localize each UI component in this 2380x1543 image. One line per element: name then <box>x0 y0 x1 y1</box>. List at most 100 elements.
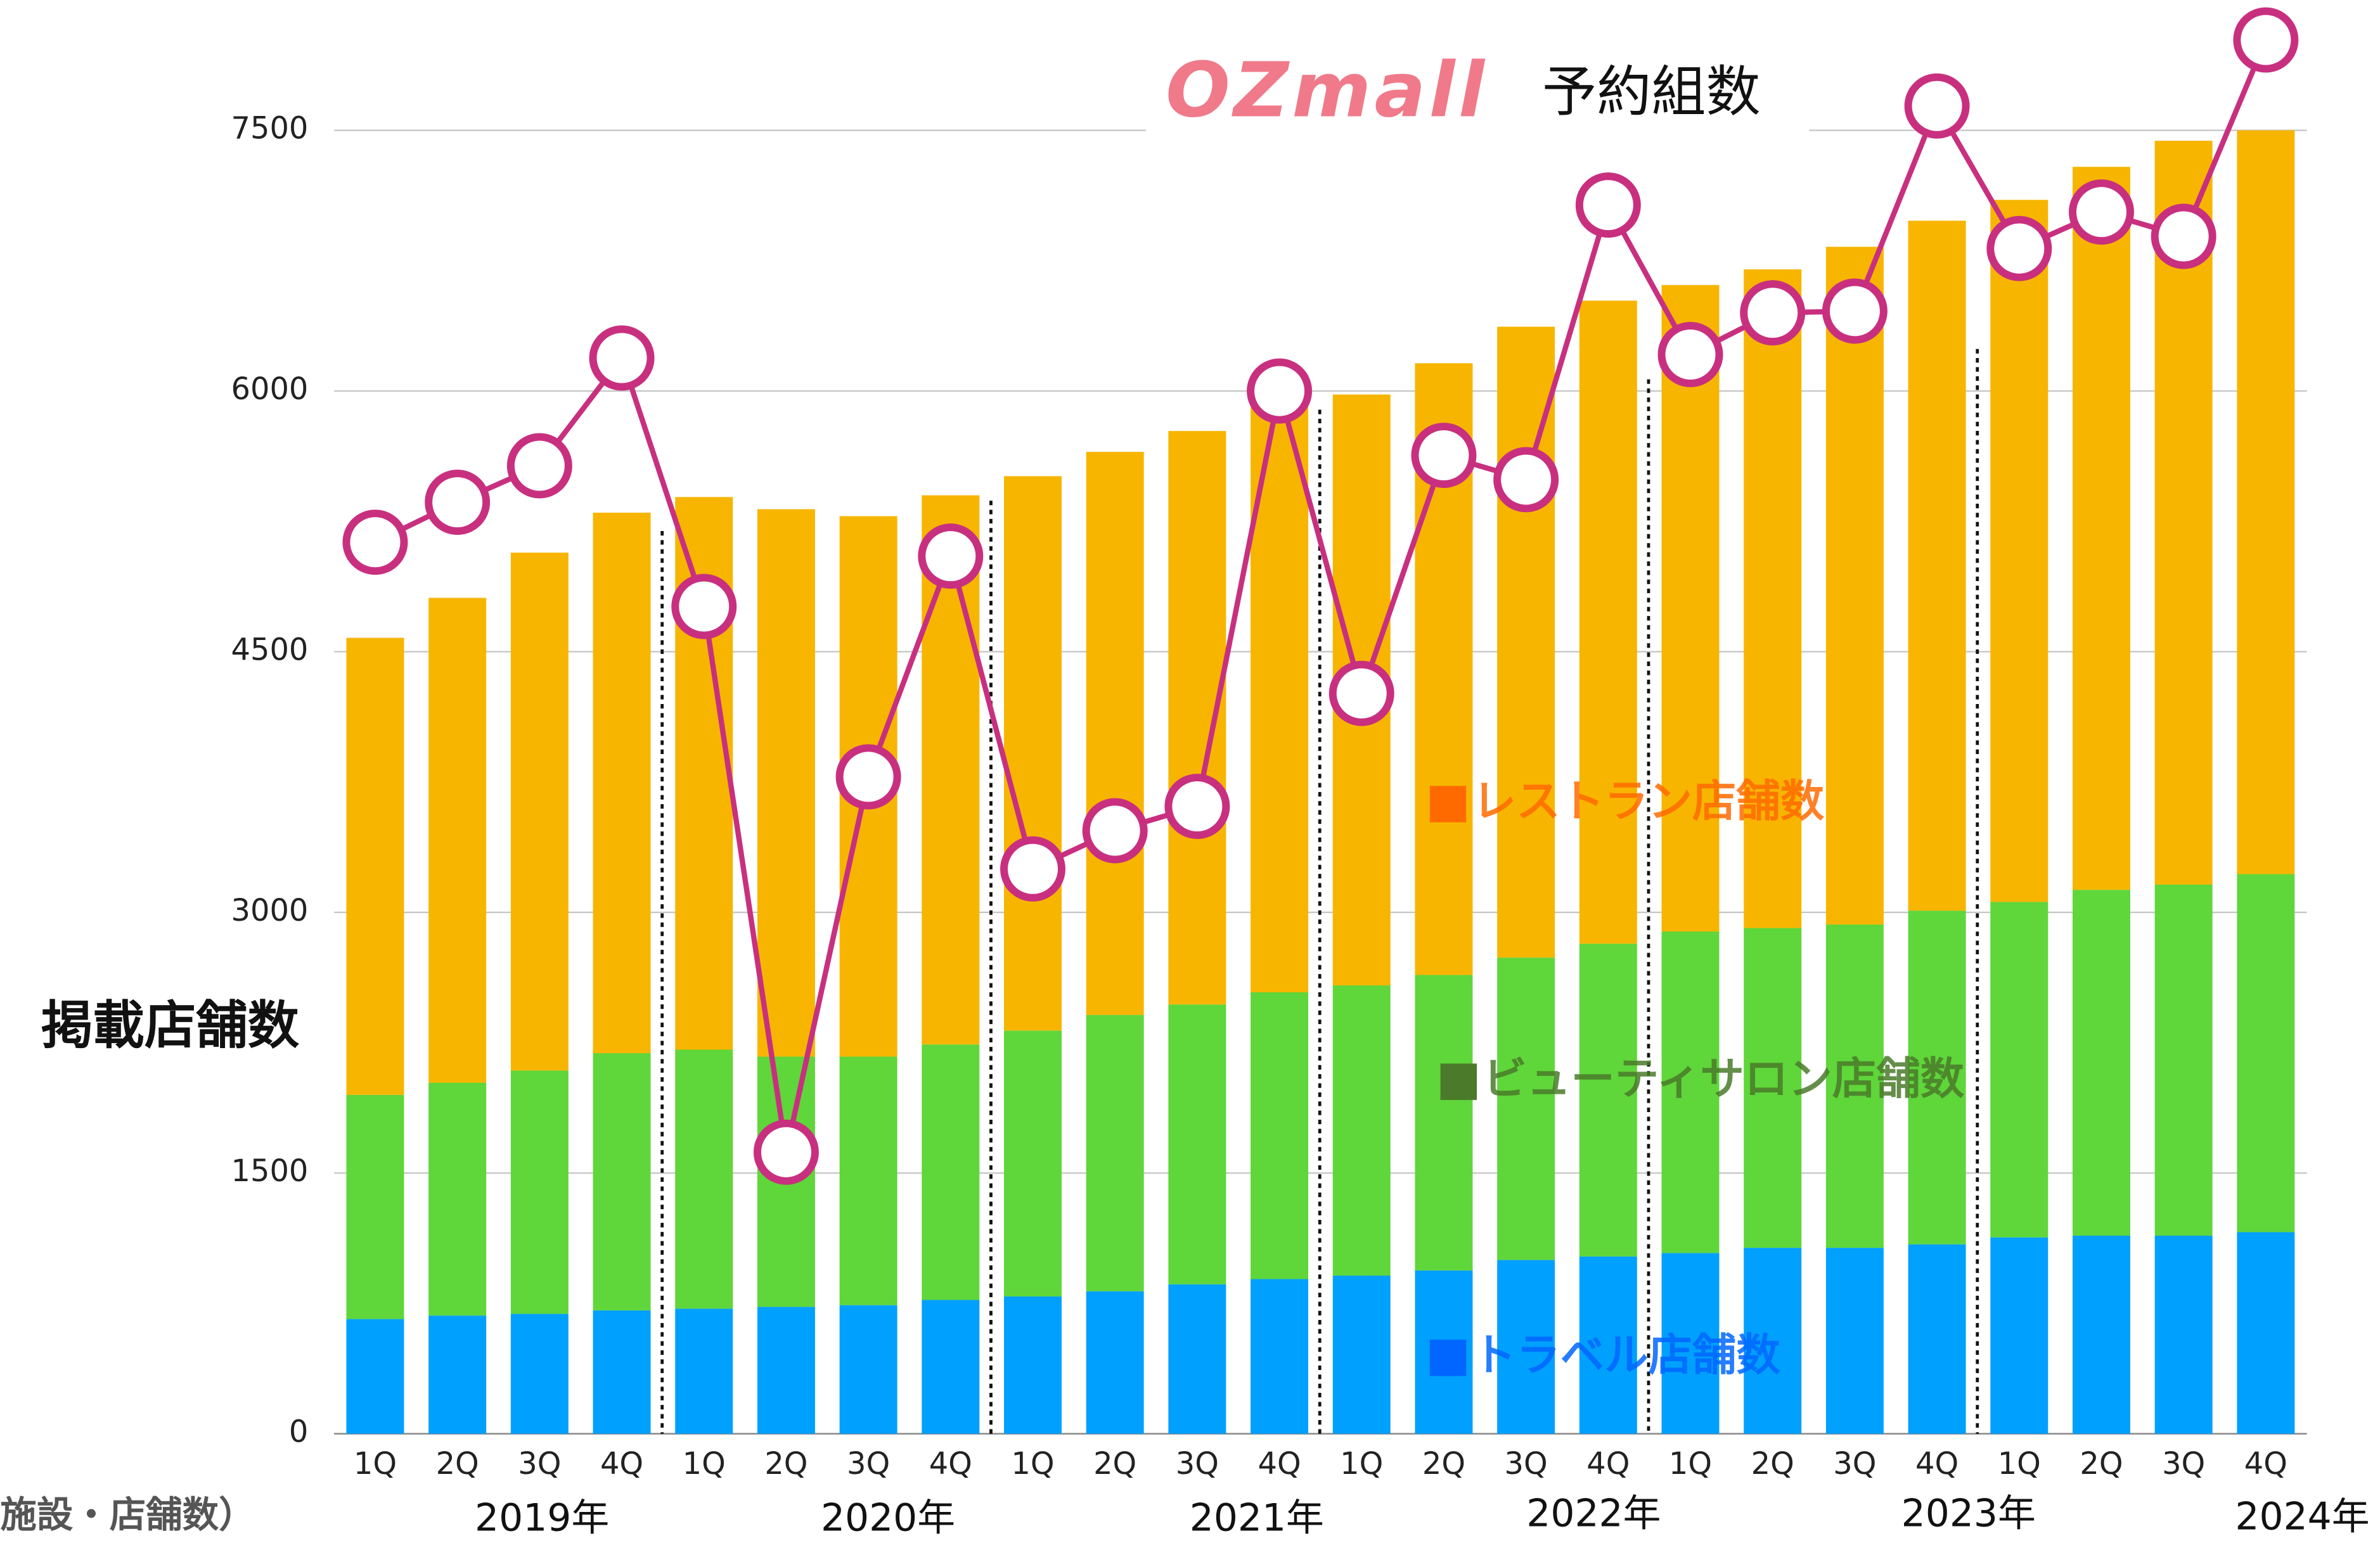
line-marker <box>2151 203 2216 269</box>
title-background <box>1146 91 1810 152</box>
bar-segment <box>1168 1004 1226 1284</box>
y-tick-label: 4500 <box>231 632 309 667</box>
year-label: 2022年 <box>1526 1491 1661 1535</box>
line-marker <box>1822 278 1888 344</box>
bar-segment <box>1825 925 1884 1248</box>
bar-segment <box>510 1070 569 1314</box>
bar-segment <box>2154 1235 2213 1434</box>
y-tick-label: 0 <box>289 1415 308 1450</box>
line-marker <box>671 573 737 639</box>
x-tick-label: 2Q <box>1422 1447 1465 1482</box>
bar-segment <box>1251 1279 1309 1434</box>
unit-note: 施設・店舗数） <box>0 1494 255 1536</box>
x-tick-label: 4Q <box>1915 1447 1959 1482</box>
bar-segment <box>922 1044 980 1300</box>
line-marker <box>835 744 901 810</box>
legend-swatch <box>1429 1340 1467 1376</box>
bar-segment <box>1661 285 1720 932</box>
bar-segment <box>2072 1235 2130 1434</box>
x-tick-label: 3Q <box>2162 1447 2205 1482</box>
line-marker <box>2233 7 2299 73</box>
bar-segment <box>1086 1015 1144 1291</box>
legend-swatch <box>1429 786 1467 823</box>
bar-segment <box>1168 1284 1226 1434</box>
line-marker <box>1657 322 1723 387</box>
bar-segment <box>428 1082 487 1316</box>
bar-segment <box>1908 1244 1966 1434</box>
bar-segment <box>1086 1291 1144 1434</box>
x-tick-label: 1Q <box>1998 1447 2041 1482</box>
x-tick-label: 3Q <box>1176 1447 1219 1482</box>
bar-segment <box>1415 975 1473 1271</box>
x-tick-label: 4Q <box>929 1447 972 1482</box>
logo: OZmall <box>1166 47 1486 135</box>
bar-segment <box>2237 874 2295 1232</box>
bar-segment <box>346 1094 404 1319</box>
bar-segment <box>922 1300 980 1434</box>
y-axis-label: 掲載店舗数 <box>41 996 300 1056</box>
line-marker <box>1328 660 1394 726</box>
bar-segment <box>839 1305 897 1434</box>
line-title: 予約組数 <box>1542 60 1761 124</box>
legend-swatch <box>1440 1063 1477 1100</box>
bar-segment <box>346 1319 404 1434</box>
bar-segment <box>510 1314 569 1434</box>
x-tick-label: 1Q <box>1669 1447 1712 1482</box>
bar-segment <box>1497 1260 1555 1434</box>
bar-segment <box>2237 1232 2295 1434</box>
bar-segment <box>1825 246 1884 925</box>
x-tick-label: 3Q <box>1833 1447 1876 1482</box>
bar-segment <box>1497 326 1555 958</box>
bar-segment <box>1003 1296 1062 1434</box>
bar-segment <box>2072 890 2130 1236</box>
bar-segment <box>1332 985 1391 1276</box>
line-marker <box>1411 423 1477 489</box>
x-tick-label: 1Q <box>683 1447 726 1482</box>
x-tick-label: 2Q <box>764 1447 807 1482</box>
bar-segment <box>1908 911 1966 1245</box>
bar-segment <box>1744 1248 1802 1434</box>
y-tick-label: 3000 <box>231 893 309 928</box>
bar-segment <box>1744 269 1802 928</box>
line-marker <box>1247 358 1313 424</box>
bar-segment <box>1003 1030 1062 1297</box>
bar-segment <box>1579 1256 1637 1434</box>
legend-label: トラベル店舗数 <box>1472 1330 1781 1381</box>
bar-segment <box>1003 476 1062 1031</box>
bar-segment <box>428 1316 487 1434</box>
year-label: 2021年 <box>1190 1496 1324 1540</box>
legend-label: レストラン店舗数 <box>1472 776 1825 827</box>
x-tick-label: 4Q <box>600 1447 643 1482</box>
line-marker <box>753 1119 819 1185</box>
legend-label: ビューティサロン店舗数 <box>1483 1054 1965 1104</box>
x-tick-label: 3Q <box>1505 1447 1548 1482</box>
bar-segment <box>428 598 487 1083</box>
bar-segment <box>593 1053 651 1310</box>
x-tick-label: 1Q <box>354 1447 397 1482</box>
line-marker <box>1904 73 1970 139</box>
bar-segment <box>1990 1237 2049 1434</box>
line-marker <box>342 509 408 575</box>
year-label: 2020年 <box>821 1496 955 1540</box>
bar-segment <box>1497 957 1555 1260</box>
line-marker <box>589 325 655 391</box>
x-tick-label: 3Q <box>518 1447 561 1482</box>
line-marker <box>2068 179 2134 245</box>
bar-segment <box>757 1307 815 1434</box>
line-marker <box>425 470 491 535</box>
bar-segment <box>1332 1276 1391 1434</box>
bar-segment <box>1908 221 1966 911</box>
line-marker <box>1740 280 1806 346</box>
bar-segment <box>1579 944 1637 1257</box>
year-label: 2023年 <box>1901 1491 2036 1535</box>
line-marker <box>1986 215 2052 281</box>
bar-segment <box>839 1056 897 1305</box>
bar-segment <box>1990 200 2049 902</box>
bar-segment <box>1579 300 1637 944</box>
x-tick-label: 1Q <box>1011 1447 1054 1482</box>
y-tick-label: 1500 <box>231 1154 309 1189</box>
line-marker <box>1000 836 1065 902</box>
bar-segment <box>1661 932 1720 1253</box>
year-label: 2024年 <box>2235 1494 2369 1539</box>
bar-segment <box>1825 1248 1884 1434</box>
